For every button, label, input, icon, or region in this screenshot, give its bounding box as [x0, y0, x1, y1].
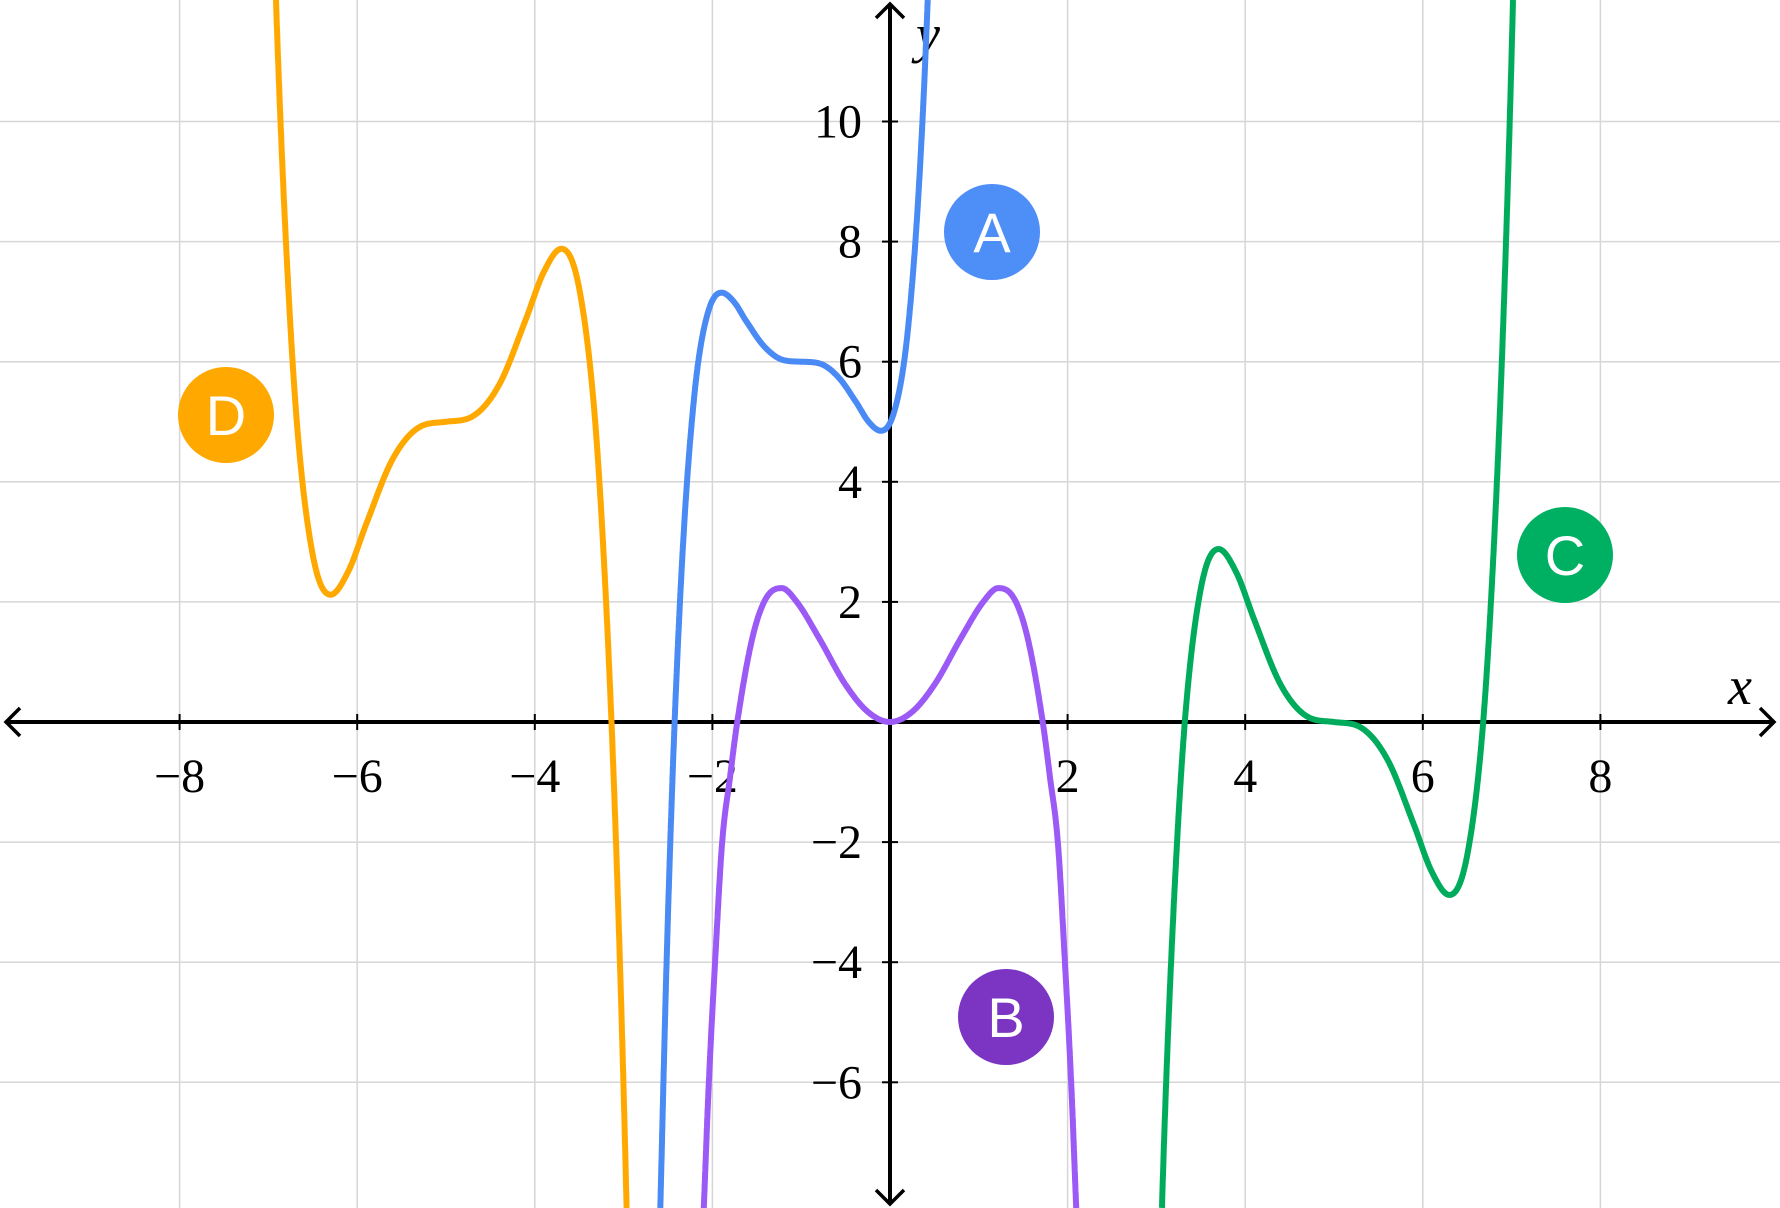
x-axis-arrow-right — [1758, 706, 1777, 738]
y-tick-label: 10 — [814, 96, 862, 149]
y-axis-arrow-bottom — [874, 1188, 906, 1207]
label-badge-text: D — [206, 384, 246, 447]
x-tick-label: 8 — [1588, 750, 1612, 803]
x-tick-label: −4 — [509, 750, 560, 803]
label-badge-text: C — [1545, 524, 1585, 587]
label-badge-circle — [178, 367, 274, 463]
curve-d — [273, 0, 630, 1208]
label-badge-text: A — [973, 201, 1011, 264]
x-tick-label: 6 — [1411, 750, 1435, 803]
label-badge-a: A — [944, 184, 1040, 280]
curve-c — [1158, 0, 1516, 1208]
curve-b — [700, 585, 1080, 1208]
x-tick-label: −6 — [332, 750, 383, 803]
label-badge-circle — [1517, 507, 1613, 603]
curve-a — [657, 0, 931, 1208]
x-axis-arrow-left — [3, 706, 22, 738]
label-badge-d: D — [178, 367, 274, 463]
curve-labels: A B C D — [178, 184, 1613, 1065]
x-tick-label: 2 — [1056, 750, 1080, 803]
label-badge-circle — [958, 969, 1054, 1065]
x-tick-label: −8 — [154, 750, 205, 803]
x-axis-label: x — [1727, 656, 1752, 716]
y-tick-label: −6 — [811, 1056, 862, 1109]
curves — [273, 0, 1516, 1208]
y-axis-arrow-top — [874, 1, 906, 20]
x-tick-label: 4 — [1233, 750, 1257, 803]
y-tick-label: 4 — [838, 456, 862, 509]
label-badge-c: C — [1517, 507, 1613, 603]
label-badge-b: B — [958, 969, 1054, 1065]
y-tick-label: 2 — [838, 576, 862, 629]
label-badge-text: B — [987, 986, 1024, 1049]
y-tick-label: 8 — [838, 216, 862, 269]
label-badge-circle — [944, 184, 1040, 280]
y-tick-label: −2 — [811, 816, 862, 869]
y-tick-label: −4 — [811, 936, 862, 989]
